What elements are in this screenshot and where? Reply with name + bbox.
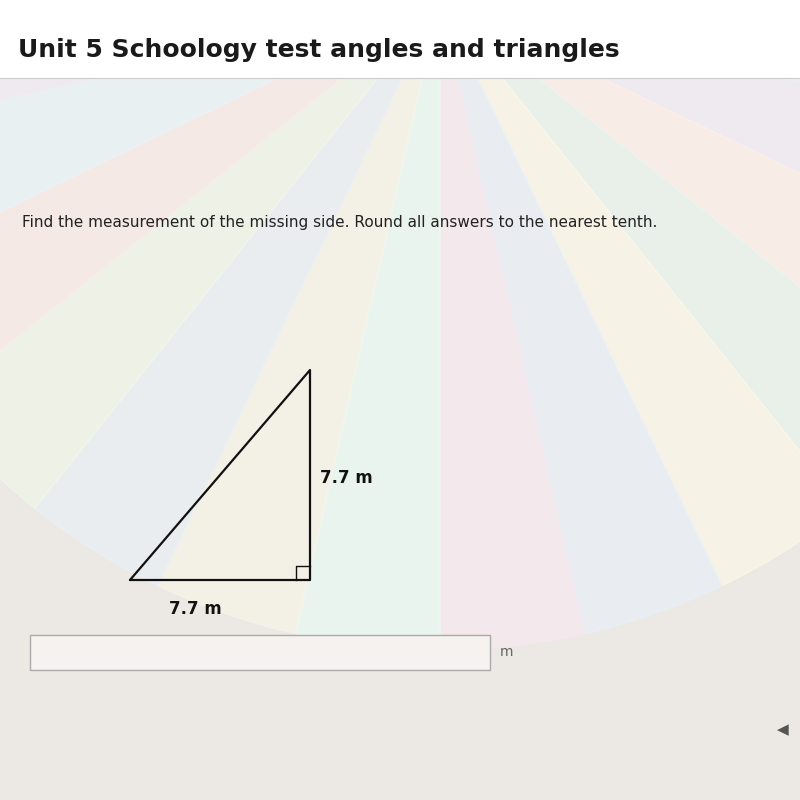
Text: m: m (500, 645, 514, 659)
Polygon shape (0, 0, 440, 145)
Text: 7.7 m: 7.7 m (169, 600, 222, 618)
Polygon shape (440, 0, 800, 145)
Polygon shape (440, 0, 800, 406)
Text: Unit 5 Schoology test angles and triangles: Unit 5 Schoology test angles and triangl… (18, 38, 620, 62)
Text: 7.7 m: 7.7 m (320, 469, 373, 487)
Polygon shape (0, 0, 440, 508)
Polygon shape (295, 0, 440, 650)
Polygon shape (440, 0, 722, 634)
Bar (30, 635, 490, 670)
Text: Find the measurement of the missing side. Round all answers to the nearest tenth: Find the measurement of the missing side… (22, 215, 658, 230)
Polygon shape (0, 0, 440, 282)
Bar (0, 0, 800, 78)
Polygon shape (440, 0, 800, 282)
Polygon shape (158, 0, 440, 634)
Polygon shape (0, 0, 440, 406)
Polygon shape (440, 0, 585, 650)
Polygon shape (34, 0, 440, 586)
Polygon shape (440, 0, 800, 586)
Polygon shape (440, 0, 800, 508)
Text: ◀: ◀ (777, 722, 789, 738)
